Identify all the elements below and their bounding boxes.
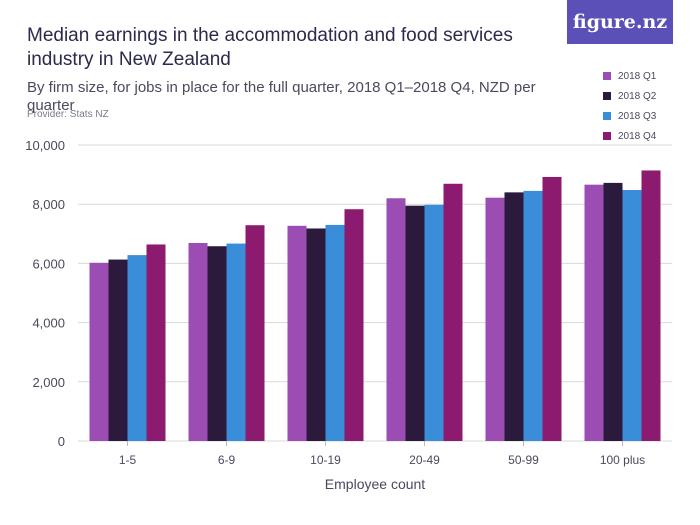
x-tick-label: 1-5 bbox=[119, 453, 137, 467]
bar bbox=[405, 205, 425, 441]
chart-legend: 2018 Q1 2018 Q2 2018 Q3 2018 Q4 bbox=[603, 66, 656, 146]
bar bbox=[245, 225, 265, 441]
bar bbox=[504, 192, 524, 441]
figure-nz-logo[interactable]: figure.nz bbox=[567, 0, 673, 44]
bar bbox=[325, 224, 345, 441]
bar bbox=[622, 189, 642, 441]
bar bbox=[386, 198, 406, 441]
legend-label: 2018 Q3 bbox=[618, 110, 657, 122]
bar bbox=[603, 182, 623, 441]
bar bbox=[542, 176, 562, 441]
x-tick-label: 50-99 bbox=[508, 453, 539, 467]
bar bbox=[226, 243, 246, 441]
bar bbox=[287, 225, 307, 441]
bar bbox=[188, 242, 208, 441]
bar bbox=[207, 246, 227, 441]
bar bbox=[584, 184, 604, 441]
legend-label: 2018 Q4 bbox=[618, 130, 657, 142]
bar bbox=[424, 204, 444, 441]
bar bbox=[485, 197, 505, 441]
y-tick-label: 10,000 bbox=[25, 138, 65, 153]
legend-label: 2018 Q1 bbox=[618, 70, 657, 82]
y-tick-label: 0 bbox=[58, 434, 65, 449]
x-tick-label: 100 plus bbox=[600, 453, 645, 467]
chart-title: Median earnings in the accommodation and… bbox=[27, 25, 513, 70]
bar bbox=[306, 228, 326, 441]
x-axis-title: Employee count bbox=[325, 476, 426, 492]
x-tick-label: 6-9 bbox=[218, 453, 236, 467]
y-tick-label: 8,000 bbox=[32, 197, 65, 212]
legend-swatch bbox=[603, 72, 611, 80]
legend-item: 2018 Q4 bbox=[603, 126, 656, 146]
legend-label: 2018 Q2 bbox=[618, 90, 657, 102]
bar bbox=[344, 209, 364, 441]
legend-item: 2018 Q3 bbox=[603, 106, 656, 126]
legend-item: 2018 Q1 bbox=[603, 66, 656, 86]
bar bbox=[108, 259, 128, 441]
y-tick-label: 4,000 bbox=[32, 316, 65, 331]
x-tick-label: 20-49 bbox=[409, 453, 440, 467]
y-tick-label: 2,000 bbox=[32, 375, 65, 390]
bar bbox=[641, 170, 661, 441]
x-tick-label: 10-19 bbox=[310, 453, 341, 467]
bar bbox=[523, 190, 543, 441]
chart-subtitle: By firm size, for jobs in place for the … bbox=[27, 79, 536, 114]
bar bbox=[146, 244, 166, 441]
provider-note: Provider: Stats NZ bbox=[27, 109, 109, 120]
bar bbox=[443, 183, 463, 441]
bar bbox=[127, 255, 147, 441]
bar bbox=[89, 262, 109, 441]
y-tick-label: 6,000 bbox=[32, 256, 65, 271]
legend-swatch bbox=[603, 132, 611, 140]
legend-swatch bbox=[603, 92, 611, 100]
legend-item: 2018 Q2 bbox=[603, 86, 656, 106]
legend-swatch bbox=[603, 112, 611, 120]
